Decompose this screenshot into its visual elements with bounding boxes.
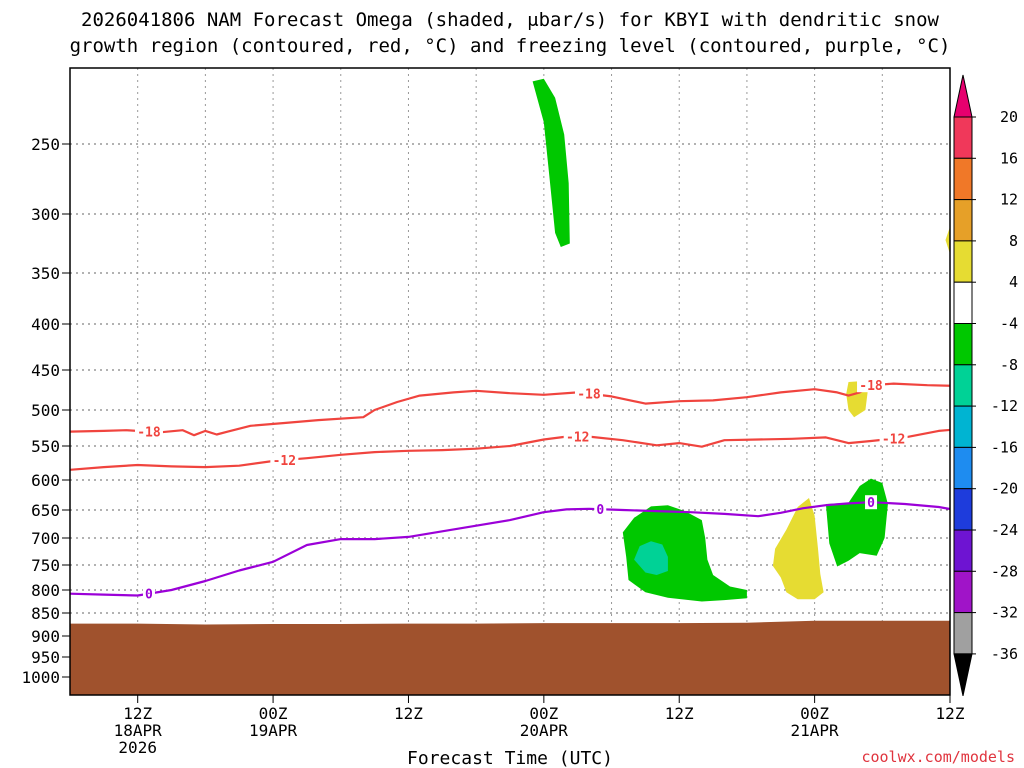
y-tick-label-950: 950 [31,648,60,667]
colorbar-segment-0 [953,116,973,159]
plot-frame [69,67,951,696]
contour-label-zero-1: 0 [596,503,604,518]
colorbar-segment-8 [953,446,973,490]
colorbar-segment-4 [953,281,973,325]
colorbar-label-4: 4 [1009,273,1018,291]
x-axis-label: Forecast Time (UTC) [407,748,613,768]
contour-label-bg-minus18-1 [574,386,603,401]
colorbar-segment-12 [953,612,973,655]
colorbar-label-9: -20 [991,480,1018,498]
contour-label-bg-minus18-0 [134,424,163,439]
terrain-layer [70,620,950,695]
contour-minus12 [70,428,950,471]
x-tick-label-12-2: 2026 [118,738,157,757]
colorbar-label-6: -8 [1000,356,1018,374]
contour-label-zero-2: 0 [867,496,875,511]
colorbar-label-1: 16 [1000,149,1018,167]
contour-lines: -18 -18 -18 -12 -12 -12 0 0 0 [70,378,950,603]
contour-label-minus12-0: -12 [273,454,296,469]
contour-label-bg-zero-1 [594,502,607,517]
colorbar-label-5: -4 [1000,315,1018,333]
colorbar-segment-1 [953,157,973,201]
colorbar-bottom-arrow [953,653,973,697]
x-tick-label-24-1: 19APR [249,721,298,740]
x-tick-label-36-0: 12Z [394,704,423,723]
grid-lines [70,68,950,695]
terrain [70,620,950,695]
x-tick-label-72-0: 00Z [800,704,829,723]
colorbar-segment-9 [953,488,973,531]
y-tick-label-750: 750 [31,556,60,575]
x-tick-label-24-0: 00Z [259,704,288,723]
contour-label-minus12-1: -12 [566,431,589,446]
y-tick-label-1000: 1000 [21,668,60,687]
colorbar-segment-7 [953,405,973,448]
colorbar: 20 16 12 8 4 -4 -8 -12 -16 -20 -24 -28 -32 -36 [953,74,1018,697]
omega-pos4-mid [772,498,824,600]
x-tick-label-72-1: 21APR [791,721,840,740]
contour-minus18 [70,382,950,437]
omega-neg4-upper [532,78,570,247]
colorbar-segment-2 [953,199,973,242]
x-tick-label-48-1: 20APR [520,721,569,740]
colorbar-segment-10 [953,529,973,572]
contour-label-minus18-0: -18 [137,426,161,441]
colorbar-segment-3 [953,240,973,283]
omega-pos4-upper [945,226,950,255]
y-tick-label-650: 650 [31,501,60,520]
y-tick-label-500: 500 [31,401,60,420]
y-tick-label-800: 800 [31,581,60,600]
omega-neg8-mid [634,541,668,575]
y-tick-label-400: 400 [31,315,60,334]
colorbar-label-12: -32 [991,604,1018,622]
colorbar-label-7: -12 [991,397,1018,415]
colorbar-label-3: 8 [1009,232,1018,250]
contour-label-bg-minus18-2 [857,378,886,393]
contour-label-bg-zero-0 [142,586,155,601]
x-tick-label-12-1: 18APR [114,721,163,740]
x-tick-label-12-0: 12Z [123,704,152,723]
contour-zero [70,501,950,597]
y-tick-label-900: 900 [31,627,60,646]
plot-area: -18 -18 -18 -12 -12 -12 0 0 0 [70,68,950,695]
contour-label-bg-zero-2 [865,495,878,510]
omega-neg4-mid2 [825,478,888,567]
colorbar-label-8: -16 [991,438,1018,456]
y-tick-label-300: 300 [31,205,60,224]
y-tick-label-600: 600 [31,471,60,490]
chart-title-line1: 2026041806 NAM Forecast Omega (shaded, μ… [81,9,939,31]
contour-label-bg-minus12-1 [563,429,592,444]
y-tick-label-350: 350 [31,264,60,283]
contour-label-bg-minus12-0 [270,453,299,468]
colorbar-segment-11 [953,570,973,614]
y-tick-label-850: 850 [31,604,60,623]
x-tick-label-48-0: 00Z [529,704,558,723]
x-tick-label-60-0: 12Z [665,704,694,723]
y-tick-label-250: 250 [31,135,60,154]
colorbar-segment-5 [953,323,973,366]
y-tick-label-550: 550 [31,437,60,456]
contour-label-minus12-2: -12 [882,433,905,448]
contour-label-minus18-1: -18 [577,388,601,403]
colorbar-label-10: -24 [991,521,1018,539]
colorbar-top-arrow [953,74,973,118]
omega-shading [532,78,950,602]
colorbar-segment-6 [953,364,973,407]
y-tick-label-450: 450 [31,361,60,380]
contour-label-minus18-2: -18 [859,379,883,394]
y-tick-label-700: 700 [31,529,60,548]
y-axis-ticks: 250 300 350 400 450 500 550 600 650 700 750 800 850 9… [21,135,70,687]
chart-title-line2: growth region (contoured, red, °C) and f… [70,35,951,57]
colorbar-label-2: 12 [1000,191,1018,209]
colorbar-label-11: -28 [991,562,1018,580]
x-tick-label-84-0: 12Z [936,704,965,723]
contour-label-zero-0: 0 [145,588,153,603]
colorbar-label-13: -36 [991,645,1018,663]
source-credit: coolwx.com/models [861,748,1015,766]
colorbar-label-0: 20 [1000,108,1018,126]
contour-label-bg-minus12-2 [879,431,908,446]
omega-neg4-mid [622,505,747,602]
